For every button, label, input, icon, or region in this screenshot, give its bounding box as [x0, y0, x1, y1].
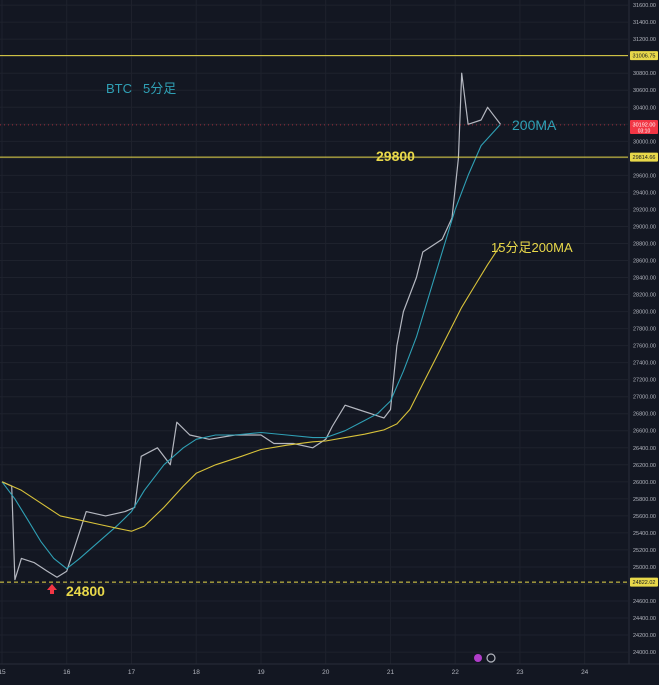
y-tick-label: 31200.00 [633, 37, 656, 43]
y-tick-label: 25000.00 [633, 565, 656, 571]
x-tick-label: 23 [516, 669, 524, 676]
y-tick-label: 28200.00 [633, 293, 656, 299]
y-tick-label: 28600.00 [633, 258, 656, 264]
x-tick-label: 15 [0, 669, 6, 676]
y-tick-label: 30600.00 [633, 88, 656, 94]
y-tick-label: 28400.00 [633, 276, 656, 282]
y-tick-label: 25200.00 [633, 548, 656, 554]
instrument-label: BTC [106, 81, 132, 96]
settings-icon[interactable] [486, 653, 496, 663]
x-tick-label: 19 [257, 669, 265, 676]
y-tick-label: 24600.00 [633, 599, 656, 605]
y-tick-label: 29000.00 [633, 224, 656, 230]
y-tick-label: 26400.00 [633, 446, 656, 452]
y-tick-label: 29400.00 [633, 190, 656, 196]
y-tick-label: 27200.00 [633, 378, 656, 384]
x-tick-label: 18 [193, 669, 201, 676]
y-tick-label: 29200.00 [633, 207, 656, 213]
level-price-tag-1: 29814.66 [633, 155, 656, 161]
y-tick-label: 24400.00 [633, 616, 656, 622]
y-tick-label: 30400.00 [633, 105, 656, 111]
y-tick-label: 31400.00 [633, 20, 656, 26]
up-arrow-marker [47, 584, 57, 594]
y-tick-label: 26800.00 [633, 412, 656, 418]
y-tick-label: 30800.00 [633, 71, 656, 77]
y-tick-label: 27400.00 [633, 361, 656, 367]
level-layer [0, 55, 628, 583]
y-tick-label: 30000.00 [633, 139, 656, 145]
x-tick-label: 21 [387, 669, 395, 676]
y-tick-label: 31600.00 [633, 3, 656, 9]
y-tick-label: 25800.00 [633, 497, 656, 503]
series-line-price [1, 72, 501, 581]
price-axis-panel [629, 0, 659, 680]
y-tick-label: 26000.00 [633, 480, 656, 486]
y-tick-label: 24200.00 [633, 633, 656, 639]
level-price-tag-bg-0 [630, 51, 658, 61]
y-tick-label: 29600.00 [633, 173, 656, 179]
annotation-200ma: 200MA [512, 117, 557, 133]
annotation-24800: 24800 [66, 583, 105, 599]
current-price-countdown: 03:10 [638, 128, 651, 134]
x-tick-label: 24 [581, 669, 589, 676]
level-price-tag-0: 31006.75 [633, 54, 656, 60]
x-tick-label: 16 [63, 669, 71, 676]
y-tick-label: 25600.00 [633, 514, 656, 520]
series-layer [1, 72, 501, 581]
annotation-layer: BTC 5分足 200MA 29800 15分足200MA 24800 [47, 81, 573, 599]
annotation-15min-200ma: 15分足200MA [491, 240, 573, 255]
series-line-200ma [1, 123, 501, 570]
x-tick-label: 22 [452, 669, 460, 676]
y-tick-label: 27600.00 [633, 344, 656, 350]
y-tick-label: 26600.00 [633, 429, 656, 435]
chart-icon-cluster[interactable] [474, 653, 496, 663]
y-tick-label: 27800.00 [633, 327, 656, 333]
y-tick-label: 24000.00 [633, 650, 656, 656]
y-tick-label: 28800.00 [633, 241, 656, 247]
current-price-tag-bg [630, 119, 658, 134]
y-tick-label: 25400.00 [633, 531, 656, 537]
current-price-tag: 30192.00 [633, 122, 656, 128]
timeframe-label: 5分足 [143, 81, 176, 96]
x-tick-label: 17 [128, 669, 136, 676]
series-line-15-200ma [1, 244, 501, 532]
level-price-tag-2: 24822.02 [633, 580, 656, 586]
replay-icon[interactable] [474, 654, 482, 662]
level-price-tag-bg-2 [630, 577, 658, 587]
y-tick-label: 26200.00 [633, 463, 656, 469]
y-tick-label: 28000.00 [633, 310, 656, 316]
grid-layer [0, 0, 628, 664]
y-tick-label: 27000.00 [633, 395, 656, 401]
x-tick-label: 20 [322, 669, 330, 676]
level-price-tag-bg-1 [630, 152, 658, 162]
annotation-29800: 29800 [376, 148, 415, 164]
